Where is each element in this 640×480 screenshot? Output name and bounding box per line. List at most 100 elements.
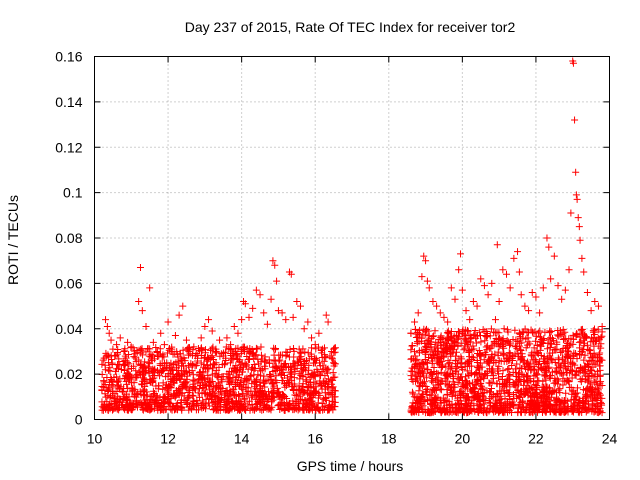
data-point bbox=[183, 384, 191, 392]
data-point bbox=[539, 399, 547, 407]
data-point bbox=[484, 291, 492, 299]
data-point bbox=[554, 282, 562, 290]
data-point bbox=[139, 387, 147, 395]
data-point bbox=[162, 373, 170, 381]
data-point bbox=[178, 389, 186, 397]
data-point bbox=[458, 355, 466, 363]
data-point bbox=[285, 353, 293, 361]
data-point bbox=[231, 404, 239, 412]
data-point bbox=[564, 377, 572, 385]
data-point bbox=[565, 351, 573, 359]
data-point bbox=[299, 345, 307, 353]
data-point bbox=[491, 316, 499, 324]
data-point bbox=[503, 336, 511, 344]
data-point bbox=[298, 367, 306, 375]
data-point bbox=[499, 349, 507, 357]
data-point bbox=[256, 364, 264, 372]
data-point bbox=[160, 359, 168, 367]
data-point bbox=[573, 355, 581, 363]
data-point bbox=[211, 384, 219, 392]
data-point bbox=[136, 263, 144, 271]
data-point bbox=[564, 408, 572, 416]
data-point bbox=[569, 59, 577, 67]
data-point bbox=[206, 346, 214, 354]
data-point bbox=[219, 352, 227, 360]
data-point bbox=[241, 343, 249, 351]
data-point bbox=[517, 399, 525, 407]
data-point bbox=[264, 376, 272, 384]
data-point bbox=[491, 350, 499, 358]
data-point bbox=[186, 369, 194, 377]
data-point bbox=[164, 382, 172, 390]
data-point bbox=[461, 360, 469, 368]
data-point bbox=[124, 365, 132, 373]
data-point bbox=[125, 370, 133, 378]
y-axis-tick-labels: 0 0.02 0.04 0.06 0.08 0.1 0.12 0.14 0.16 bbox=[55, 49, 82, 428]
data-point bbox=[311, 341, 319, 349]
data-point bbox=[464, 327, 472, 335]
data-point bbox=[130, 353, 138, 361]
data-point bbox=[101, 366, 109, 374]
data-point bbox=[530, 378, 538, 386]
data-point bbox=[408, 355, 416, 363]
x-tick-label: 10 bbox=[87, 431, 103, 447]
data-point bbox=[532, 401, 540, 409]
data-point bbox=[515, 268, 523, 276]
data-point bbox=[448, 363, 456, 371]
data-point bbox=[98, 403, 106, 411]
data-point bbox=[255, 360, 263, 368]
data-point bbox=[598, 382, 606, 390]
data-point bbox=[199, 383, 207, 391]
data-point bbox=[495, 298, 503, 306]
data-point bbox=[518, 353, 526, 361]
data-point bbox=[452, 356, 460, 364]
data-point bbox=[417, 394, 425, 402]
data-point bbox=[262, 358, 270, 366]
data-point bbox=[579, 330, 587, 338]
data-point bbox=[426, 350, 434, 358]
data-point bbox=[485, 398, 493, 406]
data-point bbox=[256, 378, 264, 386]
data-point bbox=[457, 250, 465, 258]
data-point bbox=[408, 342, 416, 350]
data-point bbox=[211, 405, 219, 413]
data-point bbox=[465, 356, 473, 364]
data-point bbox=[175, 391, 183, 399]
data-point bbox=[123, 380, 131, 388]
data-point bbox=[447, 284, 455, 292]
data-point bbox=[452, 401, 460, 409]
data-point bbox=[312, 355, 320, 363]
data-point bbox=[536, 346, 544, 354]
data-point bbox=[478, 371, 486, 379]
data-point bbox=[244, 390, 252, 398]
data-point bbox=[471, 327, 479, 335]
data-point bbox=[418, 367, 426, 375]
data-point bbox=[437, 386, 445, 394]
data-point bbox=[499, 409, 507, 417]
data-point bbox=[214, 379, 222, 387]
data-point bbox=[457, 339, 465, 347]
data-point bbox=[131, 350, 139, 358]
data-point bbox=[539, 388, 547, 396]
data-point bbox=[454, 328, 462, 336]
data-point bbox=[228, 356, 236, 364]
data-point bbox=[307, 350, 315, 358]
data-point bbox=[508, 400, 516, 408]
data-point bbox=[267, 406, 275, 414]
data-point bbox=[589, 327, 597, 335]
data-point bbox=[591, 298, 599, 306]
data-point bbox=[289, 345, 297, 353]
data-point bbox=[304, 318, 312, 326]
y-tick-label: 0.12 bbox=[55, 139, 82, 155]
data-point bbox=[533, 394, 541, 402]
data-point bbox=[465, 349, 473, 357]
data-point bbox=[113, 341, 121, 349]
data-point bbox=[136, 388, 144, 396]
data-point bbox=[590, 325, 598, 333]
data-point bbox=[427, 391, 435, 399]
data-point bbox=[447, 349, 455, 357]
data-point bbox=[133, 373, 141, 381]
data-point bbox=[160, 341, 168, 349]
data-point bbox=[163, 349, 171, 357]
data-point bbox=[249, 350, 257, 358]
